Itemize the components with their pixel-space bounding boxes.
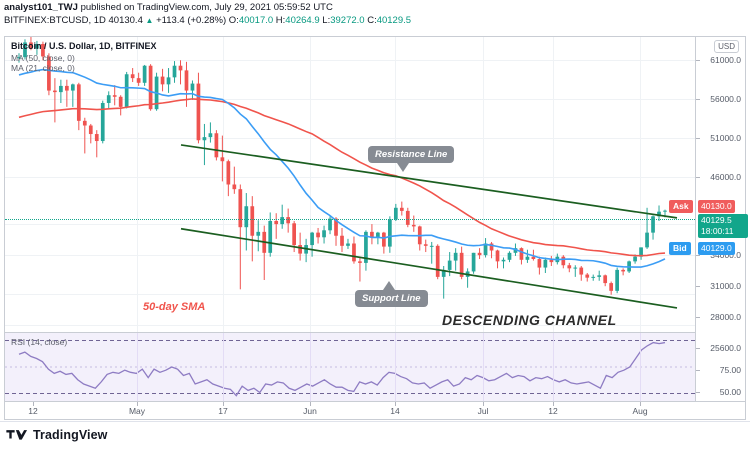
chart-title: Bitcoin / U.S. Dollar, 1D, BITFINEX [11, 41, 157, 51]
ohlc-low-value: 39272.0 [330, 15, 365, 26]
ohlc-open-value: 40017.0 [238, 15, 274, 26]
rsi-axis-label: 50.00 [719, 387, 741, 397]
time-axis-label: 12 [28, 406, 38, 416]
tradingview-brand[interactable]: TradingView [6, 428, 108, 442]
gridline [5, 99, 695, 100]
ohlc-low-label: L: [322, 15, 331, 26]
symbol-header: BITFINEX:BTCUSD, 1D 40130.4 ▲ +113.4 (+0… [4, 14, 411, 27]
price-change: +113.4 (+0.28%) [156, 15, 227, 26]
ohlc-high-value: 40264.9 [285, 15, 320, 26]
axis-label: 56000.0 [710, 94, 741, 104]
axis-label: 46000.0 [710, 172, 741, 182]
ma21-legend: MA (21, close, 0) [11, 63, 75, 73]
last-price: 40130.4 [108, 15, 143, 26]
callout-tail-support [383, 281, 395, 290]
time-axis-label: Jul [477, 406, 489, 416]
bid-price-tag: 40129.0 [698, 242, 735, 255]
ohlc-close-label: C: [367, 15, 377, 26]
chart-frame[interactable]: Bitcoin / U.S. Dollar, 1D, BITFINEX MA (… [4, 36, 748, 419]
axis-label: 34000.0 [710, 250, 741, 260]
up-arrow-icon: ▲ [145, 16, 154, 25]
gridline-vertical [310, 37, 311, 332]
tradingview-brand-label: TradingView [33, 428, 108, 442]
gridline-vertical [483, 333, 484, 401]
last-price-line [5, 219, 695, 220]
axis-label: 31000.0 [710, 281, 741, 291]
footer: TradingView [0, 421, 750, 449]
gridline [5, 224, 695, 225]
gridline [5, 325, 695, 326]
axis-label: 61000.0 [710, 55, 741, 65]
symbol-ticker: BITFINEX:BTCUSD, 1D [4, 15, 106, 26]
callout-resistance-line: Resistance Line [368, 146, 455, 163]
gridline-vertical [223, 37, 224, 332]
gridline-vertical [640, 37, 641, 332]
ask-price-tag: 40130.0 [698, 200, 735, 213]
gridline-vertical [553, 333, 554, 401]
time-axis-label: 14 [390, 406, 400, 416]
time-axis-label: May [128, 406, 146, 416]
ohlc-open-label: O: [228, 15, 239, 26]
publication-header: analyst101_TWJ published on TradingView.… [4, 1, 333, 14]
gridline-vertical [223, 333, 224, 401]
callout-tail-resistance [397, 163, 409, 172]
ma50-legend: MA (50, close, 0) [11, 53, 75, 63]
gridline [5, 294, 695, 295]
author-name: analyst101_TWJ [4, 2, 78, 13]
currency-badge: USD [714, 40, 739, 53]
pane-separator [5, 332, 695, 333]
gridline [5, 138, 695, 139]
gridline-vertical [395, 37, 396, 332]
price-axis[interactable]: USD 61000.0 56000.0 51000.0 46000.0 3400… [695, 37, 748, 419]
time-axis-label: Jun [303, 406, 317, 416]
axis-label: 28000.0 [710, 312, 741, 322]
tradingview-logo-icon [6, 429, 28, 440]
ohlc-close-value: 40129.5 [376, 15, 412, 26]
axis-label: 25600.0 [710, 343, 741, 353]
gridline-vertical [640, 333, 641, 401]
gridline-vertical [395, 333, 396, 401]
last-price-tag: 40129.5 18:00:11 [698, 214, 748, 238]
callout-support-line: Support Line [355, 290, 428, 307]
gridline-vertical [310, 333, 311, 401]
rsi-series [5, 339, 695, 397]
price-pane[interactable]: Bitcoin / U.S. Dollar, 1D, BITFINEX MA (… [5, 37, 695, 332]
last-price-value: 40129.5 [701, 215, 732, 225]
time-axis-label: Aug [632, 406, 648, 416]
gridline [5, 60, 695, 61]
ask-label-badge: Ask [669, 200, 693, 213]
candlestick-series [17, 37, 678, 309]
time-axis-label: 17 [218, 406, 228, 416]
rsi-legend: RSI (14, close) [11, 337, 68, 347]
rsi-pane[interactable]: RSI (14, close) [5, 333, 695, 401]
ohlc-high-label: H: [275, 15, 286, 26]
bar-countdown: 18:00:11 [701, 226, 734, 236]
gridline-vertical [137, 333, 138, 401]
time-axis-label: 12 [548, 406, 558, 416]
axis-label: 51000.0 [710, 133, 741, 143]
gridline-vertical [553, 37, 554, 332]
annotation-sma50: 50-day SMA [143, 301, 206, 313]
gridline-vertical [483, 37, 484, 332]
gridline-vertical [137, 37, 138, 332]
rsi-axis-label: 75.00 [719, 365, 741, 375]
publication-info: published on TradingView.com, July 29, 2… [80, 2, 333, 13]
annotation-descending-channel: DESCENDING CHANNEL [442, 312, 617, 328]
time-axis[interactable]: 12 May 17 Jun 14 Jul 12 Aug [4, 402, 746, 420]
bid-label-badge: Bid [669, 242, 691, 255]
gridline [5, 177, 695, 178]
